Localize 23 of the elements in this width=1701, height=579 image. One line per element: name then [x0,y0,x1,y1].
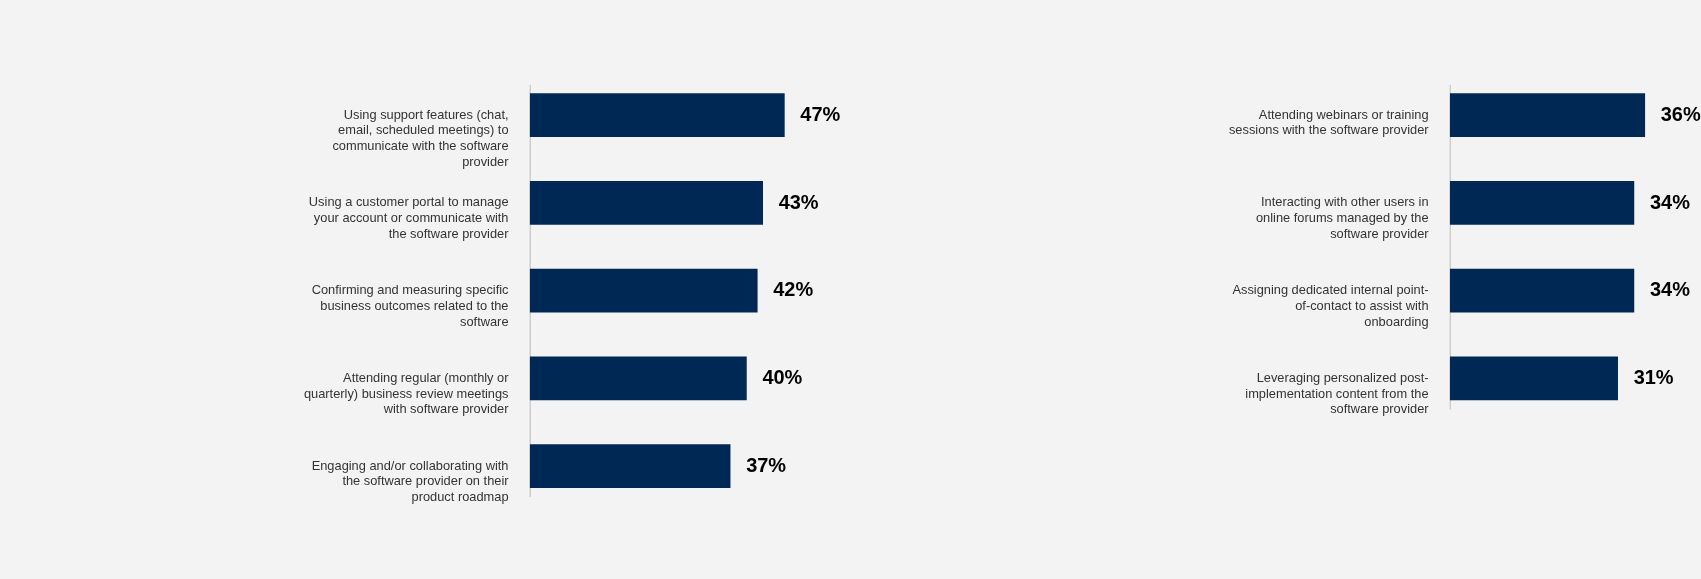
data-label: 43% [778,190,819,213]
data-label: 42% [773,278,814,301]
bar [529,93,785,138]
y-tick-label: Confirming and measuring specific business outcomes related to the software [311,282,510,329]
data-label: 37% [746,453,787,476]
y-tick-label: Using support features (chat, email, scheduled meetings) to communicate with the software provider [332,106,510,169]
y-tick-label: Attending regular (monthly or quarterly) business review meetings with software provider [303,369,510,417]
data-label: 31% [1633,366,1674,389]
y-tick-label: Attending webinars or training sessions with the software provider [1228,106,1430,138]
bar [529,356,747,401]
data-label: 47% [800,102,841,125]
data-label: 34% [1649,278,1691,301]
y-tick-label: Leveraging personalized post-implementation content from the software provider [1245,369,1430,417]
data-label: 34% [1649,190,1691,213]
bar [529,180,763,225]
data-label: 40% [762,366,803,389]
y-tick-label: Assigning dedicated internal point-of-contact to assist with onboarding [1232,282,1429,329]
data-label: 36% [1660,102,1701,125]
bar [529,444,731,488]
bar [529,268,758,313]
y-tick-label: Using a customer portal to manage your account or communicate with the software provider [308,194,510,241]
y-tick-label: Interacting with other users in online forums managed by the software provider [1255,194,1430,241]
y-tick-label: Engaging and/or collaborating with the software provider on their product roadmap [311,457,510,505]
